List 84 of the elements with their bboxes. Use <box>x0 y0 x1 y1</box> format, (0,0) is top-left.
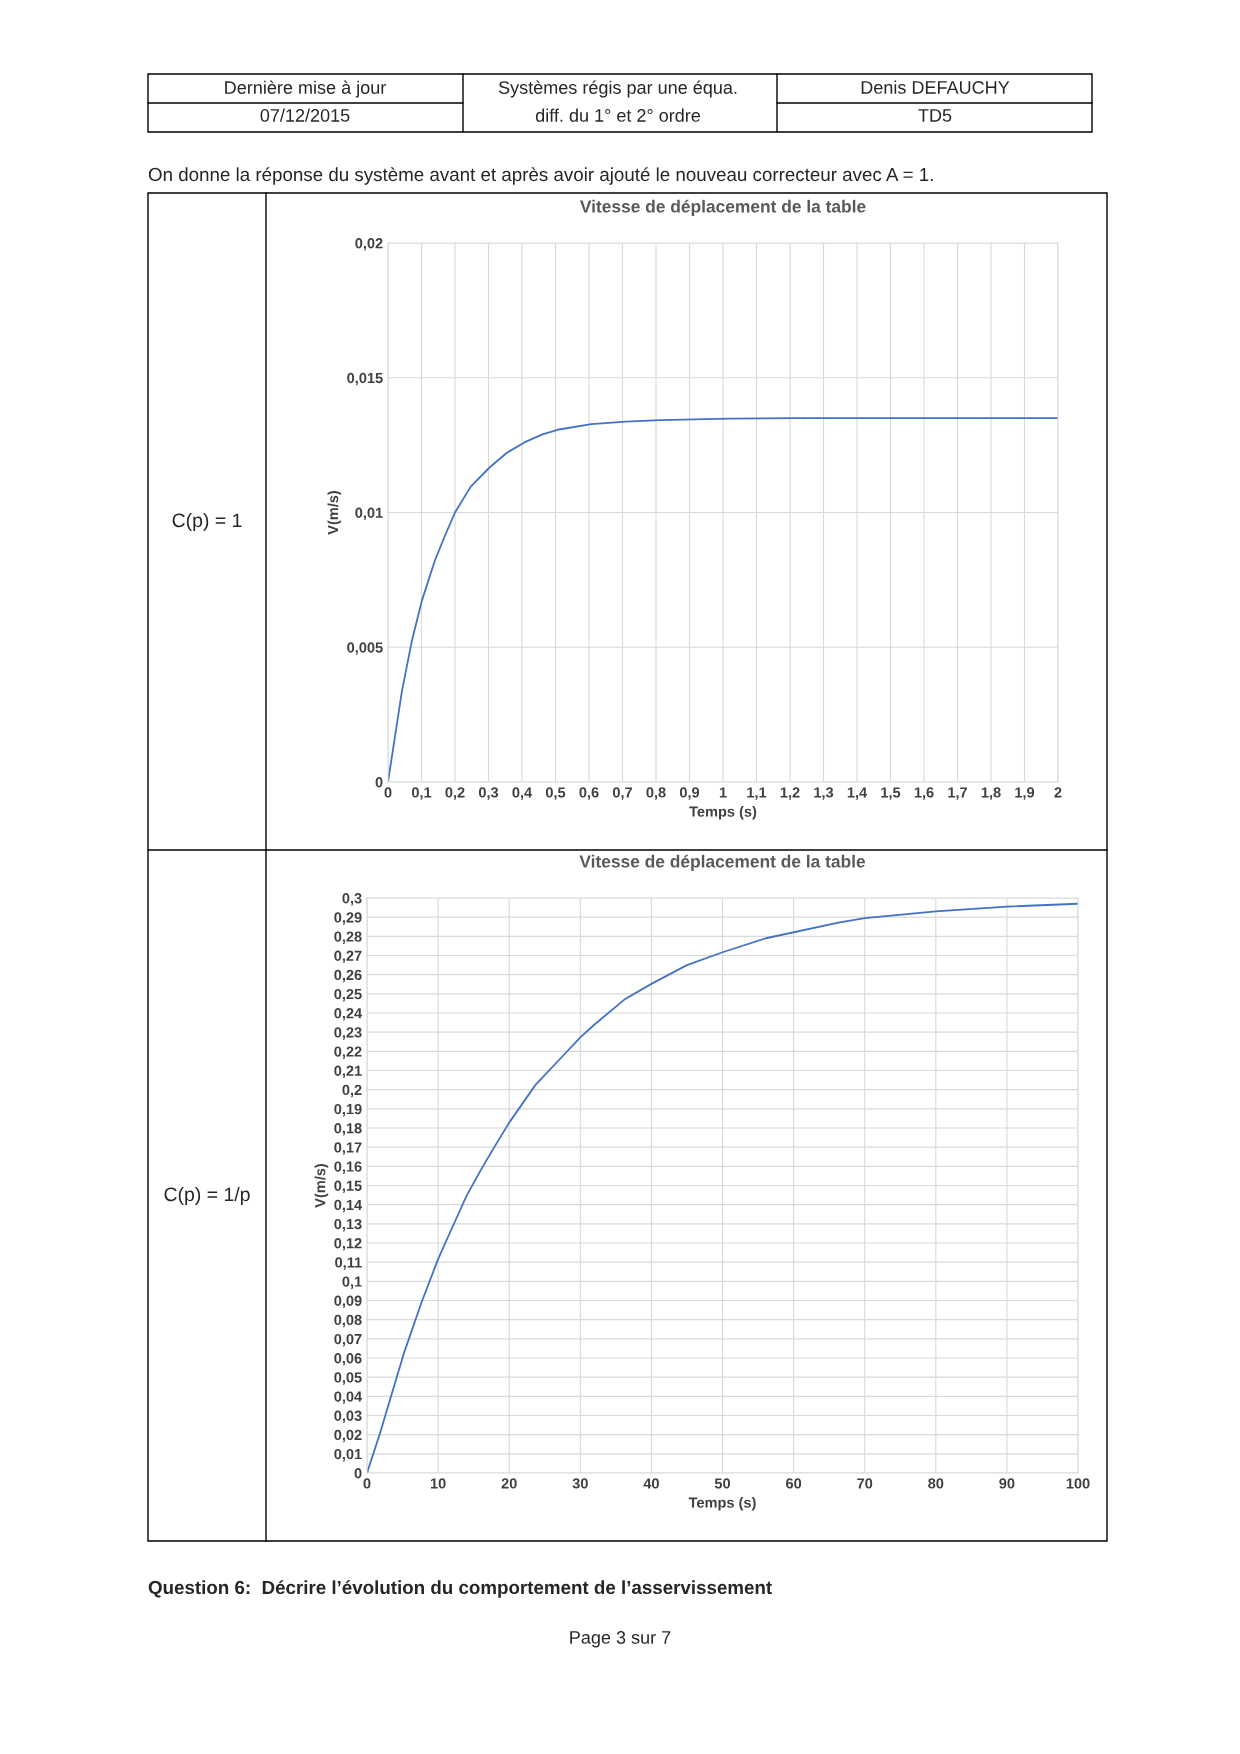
y-tick-label: 0,005 <box>347 642 383 655</box>
x-tick-label: 0,3 <box>478 787 499 800</box>
y-tick-label: 0,25 <box>334 988 362 1002</box>
y-tick-label: 0,18 <box>334 1123 362 1136</box>
text: Question 6: Décrire l’évolution du comportement de l’asservissement <box>148 1580 772 1598</box>
text: Systèmes régis par une équa. <box>498 80 737 98</box>
text: C(p) = 1 <box>172 512 242 532</box>
x-tick-label: 0,6 <box>579 787 599 800</box>
x-tick-label: 1,8 <box>981 787 1001 800</box>
y-tick-label: 0,14 <box>334 1199 363 1213</box>
x-tick-label: 0,1 <box>411 787 432 800</box>
y-tick-label: 0,02 <box>334 1429 362 1443</box>
y-tick-label: 0 <box>375 777 383 788</box>
x-tick-label: 20 <box>501 1478 517 1489</box>
y-tick-label: 0,1 <box>342 1276 362 1289</box>
x-tick-label: 0,9 <box>679 787 700 800</box>
y-tick-label: 0,27 <box>334 950 362 964</box>
y-tick-label: 0,06 <box>334 1353 362 1366</box>
y-tick-label: 0,13 <box>334 1218 362 1232</box>
x-tick-label: 50 <box>714 1478 731 1489</box>
text: Denis DEFAUCHY <box>861 80 1010 94</box>
x-tick-label: 0,7 <box>612 787 632 800</box>
x-axis-title: Temps (s) <box>689 806 757 820</box>
x-tick-label: 1,9 <box>1015 787 1035 800</box>
x-tick-label: 60 <box>786 1478 802 1489</box>
x-tick-label: 1,6 <box>914 787 934 800</box>
y-tick-label: 0,04 <box>334 1391 363 1404</box>
x-tick-label: 70 <box>857 1478 873 1489</box>
x-tick-label: 90 <box>999 1478 1015 1489</box>
y-tick-label: 0 <box>354 1468 362 1479</box>
text: 07/12/2015 <box>260 108 350 122</box>
y-axis-title: V(m/s) <box>327 490 342 535</box>
x-tick-label: 0,5 <box>545 787 566 800</box>
text: diff. du 1° et 2° ordre <box>535 108 701 122</box>
chart-title: Vitesse de déplacement de la table <box>579 854 866 872</box>
text: TD5 <box>918 109 952 122</box>
x-tick-label: 10 <box>430 1478 446 1489</box>
y-tick-label: 0,11 <box>335 1257 362 1270</box>
y-tick-label: 0,3 <box>342 893 362 906</box>
y-tick-label: 0,24 <box>334 1008 363 1021</box>
x-tick-label: 1,5 <box>881 787 901 800</box>
y-tick-label: 0,28 <box>334 931 362 944</box>
y-tick-label: 0,29 <box>334 912 362 925</box>
x-tick-label: 1,3 <box>814 787 834 800</box>
y-tick-label: 0,01 <box>334 1448 362 1462</box>
y-tick-label: 0,05 <box>334 1372 362 1385</box>
x-tick-label: 1,4 <box>847 787 868 800</box>
chart-title: Vitesse de déplacement de la table <box>579 199 866 217</box>
x-tick-label: 1 <box>719 787 727 798</box>
y-tick-label: 0,2 <box>342 1084 362 1098</box>
x-tick-label: 30 <box>572 1478 588 1489</box>
x-tick-label: 40 <box>643 1478 659 1489</box>
x-tick-label: 1,1 <box>747 787 767 800</box>
y-tick-label: 0,02 <box>355 238 383 251</box>
y-tick-label: 0,09 <box>334 1295 362 1309</box>
x-tick-label: 0 <box>384 787 392 798</box>
y-axis-title: V(m/s) <box>314 1163 329 1208</box>
x-tick-label: 0,4 <box>512 787 533 800</box>
x-tick-label: 2 <box>1054 787 1062 798</box>
y-tick-label: 0,12 <box>334 1238 362 1251</box>
x-tick-label: 0,8 <box>646 787 666 800</box>
x-tick-label: 80 <box>928 1478 944 1489</box>
text: Dernière mise à jour <box>225 80 386 98</box>
y-tick-label: 0,15 <box>334 1180 362 1194</box>
text: On donne la réponse du système avant et après avoir ajouté le nouveau correcteur avec A = 1. <box>148 167 933 185</box>
x-tick-label: 100 <box>1066 1478 1090 1489</box>
y-tick-label: 0,01 <box>355 507 383 521</box>
x-axis-title: Temps (s) <box>688 1497 756 1511</box>
x-tick-label: 1,7 <box>948 787 967 800</box>
y-tick-label: 0,08 <box>334 1314 362 1328</box>
y-tick-label: 0,17 <box>334 1142 362 1155</box>
x-tick-label: 1,2 <box>780 787 800 800</box>
y-tick-label: 0,07 <box>334 1333 362 1347</box>
y-tick-label: 0,015 <box>347 372 383 386</box>
text: C(p) = 1/p <box>164 1186 250 1206</box>
y-tick-label: 0,16 <box>334 1161 362 1174</box>
text: Page 3 sur 7 <box>570 1631 671 1648</box>
y-tick-label: 0,03 <box>334 1410 362 1424</box>
y-tick-label: 0,23 <box>334 1027 362 1040</box>
y-tick-label: 0,19 <box>334 1103 362 1117</box>
x-tick-label: 0,2 <box>445 787 465 800</box>
y-tick-label: 0,26 <box>334 969 362 983</box>
y-tick-label: 0,22 <box>334 1046 362 1059</box>
y-tick-label: 0,21 <box>334 1065 362 1079</box>
